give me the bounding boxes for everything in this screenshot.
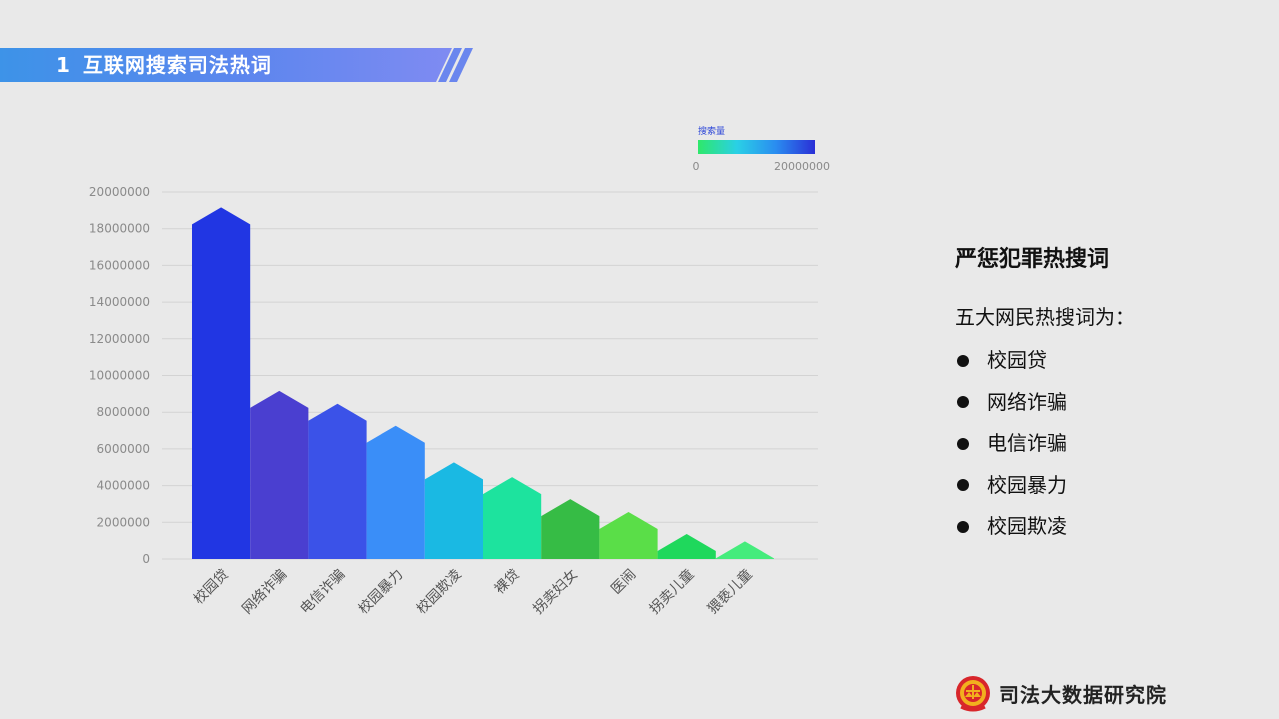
chart-bars xyxy=(192,207,774,559)
bar xyxy=(308,403,367,559)
bullet-icon xyxy=(957,354,969,367)
list-item-label: 电信诈骗 xyxy=(987,431,1067,455)
y-tick-label: 4000000 xyxy=(97,479,150,493)
list-item: 网络诈骗 xyxy=(955,382,1255,424)
y-tick-label: 20000000 xyxy=(89,185,150,199)
list-item: 电信诈骗 xyxy=(955,423,1255,465)
list-item: 校园暴力 xyxy=(955,465,1255,507)
y-tick-label: 8000000 xyxy=(97,405,150,419)
y-tick-label: 10000000 xyxy=(89,369,150,383)
legend-min-label: 0 xyxy=(693,160,700,173)
legend-max-label: 20000000 xyxy=(774,160,830,173)
bar xyxy=(366,425,425,559)
x-tick-label: 裸贷 xyxy=(492,567,523,598)
side-panel: 严惩犯罪热搜词 五大网民热搜词为： 校园贷 网络诈骗 电信诈骗 校园暴力 校园欺… xyxy=(955,240,1255,548)
x-tick-label: 校园欺凌 xyxy=(413,566,465,618)
bar xyxy=(424,462,483,559)
bar xyxy=(599,511,658,559)
court-emblem-icon xyxy=(956,676,990,712)
bar xyxy=(715,541,774,559)
x-tick-label: 网络诈骗 xyxy=(239,567,290,618)
bullet-icon xyxy=(957,479,969,492)
section-title: 互联网搜索司法热词 xyxy=(82,53,272,77)
legend-gradient-bar xyxy=(698,140,815,154)
color-legend: 搜索量 0 20000000 xyxy=(693,125,831,173)
bar xyxy=(657,533,716,559)
list-item-label: 校园贷 xyxy=(987,348,1047,372)
legend-title: 搜索量 xyxy=(698,125,725,137)
bar xyxy=(250,390,309,559)
list-item: 校园贷 xyxy=(955,340,1255,382)
header-bar xyxy=(0,48,474,82)
bar xyxy=(483,477,542,559)
bar-chart: 搜索量 0 20000000 0 2000000 4000000 6000000 80000… xyxy=(89,125,831,618)
section-number: 1 xyxy=(56,53,71,77)
x-tick-label: 拐卖儿童 xyxy=(646,566,698,618)
x-tick-label: 猥亵儿童 xyxy=(704,566,756,618)
hot-word-list: 校园贷 网络诈骗 电信诈骗 校园暴力 校园欺凌 xyxy=(955,340,1255,548)
x-axis: 校园贷 网络诈骗 电信诈骗 校园暴力 校园欺凌 裸贷 拐卖妇女 医闹 拐卖儿童 猥亵儿童 xyxy=(190,566,756,618)
header-bar-graphic xyxy=(0,48,473,82)
bullet-icon xyxy=(957,396,969,409)
page-title: 1 互联网搜索司法热词 xyxy=(56,51,272,79)
y-tick-label: 14000000 xyxy=(89,295,150,309)
x-tick-label: 拐卖妇女 xyxy=(530,566,582,618)
y-tick-label: 6000000 xyxy=(97,442,150,456)
bullet-icon xyxy=(957,437,969,450)
y-tick-label: 2000000 xyxy=(97,515,150,529)
y-tick-label: 0 xyxy=(142,552,150,566)
org-name: 司法大数据研究院 xyxy=(999,682,1167,707)
bar xyxy=(192,207,251,559)
y-tick-label: 12000000 xyxy=(89,332,150,346)
side-title: 严惩犯罪热搜词 xyxy=(955,247,1110,272)
list-item: 校园欺凌 xyxy=(955,506,1255,548)
x-tick-label: 电信诈骗 xyxy=(297,567,348,618)
x-tick-label: 校园贷 xyxy=(190,566,232,608)
bar xyxy=(541,499,600,559)
y-axis: 0 2000000 4000000 6000000 8000000 10000000 120… xyxy=(89,185,150,566)
list-item-label: 网络诈骗 xyxy=(987,389,1067,414)
bullet-icon xyxy=(957,520,969,533)
y-tick-label: 18000000 xyxy=(89,222,150,236)
list-item-label: 校园暴力 xyxy=(987,472,1067,497)
y-tick-label: 16000000 xyxy=(89,258,150,272)
x-tick-label: 医闹 xyxy=(608,567,639,598)
footer-logo: 司法大数据研究院 xyxy=(955,673,1167,713)
list-item-label: 校园欺凌 xyxy=(987,514,1067,538)
x-tick-label: 校园暴力 xyxy=(355,566,407,618)
side-intro: 五大网民热搜词为： xyxy=(955,305,1135,329)
